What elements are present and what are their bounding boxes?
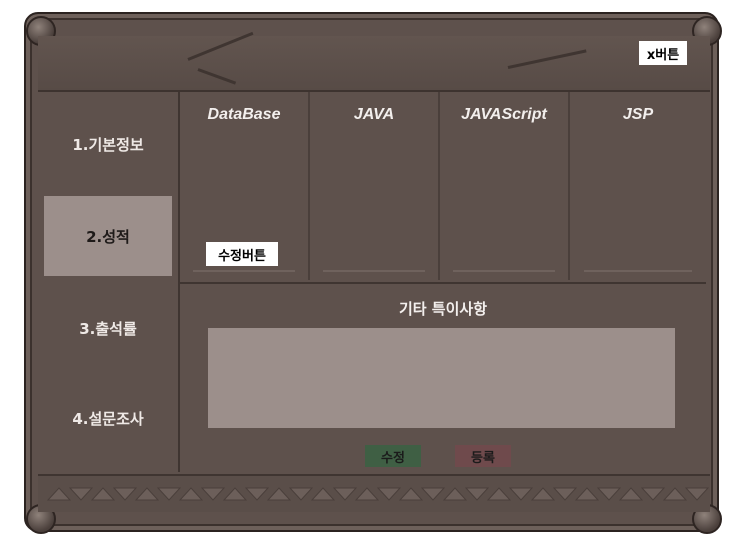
sidebar-item-basic-info[interactable]: 1.기본정보: [72, 135, 144, 154]
triangle-ornament: [442, 487, 468, 501]
sidebar-item-survey[interactable]: 4.설문조사: [72, 409, 144, 428]
register-button[interactable]: 등록: [455, 445, 511, 467]
triangle-ornament: [596, 487, 622, 501]
triangle-ornament: [552, 487, 578, 501]
triangle-ornament: [354, 487, 380, 501]
triangle-ornament: [376, 487, 402, 501]
triangle-ornament: [420, 487, 446, 501]
decorative-crack: [187, 31, 254, 61]
subject-title: JSP: [622, 106, 654, 123]
triangle-ornament: [112, 487, 138, 501]
triangle-ornament: [662, 487, 688, 501]
notes-textarea[interactable]: [208, 328, 675, 428]
triangle-ornament: [508, 487, 534, 501]
triangle-ornament: [90, 487, 116, 501]
triangle-ornament: [134, 487, 160, 501]
subject-column: JAVAScript: [440, 92, 570, 280]
triangle-ornament: [200, 487, 226, 501]
triangle-ornament: [244, 487, 270, 501]
triangle-ornament: [46, 487, 72, 501]
triangle-ornament: [486, 487, 512, 501]
divider: [452, 270, 556, 272]
divider: [192, 270, 296, 272]
subject-title: JAVAScript: [461, 106, 547, 123]
sidebar: 1.기본정보 2.성적 3.출석률 4.설문조사: [38, 92, 180, 472]
triangle-ornament: [222, 487, 248, 501]
triangle-ornament: [684, 487, 710, 501]
subject-column: DataBase: [180, 92, 310, 280]
subject-column: JSP: [570, 92, 706, 280]
triangle-ornament: [68, 487, 94, 501]
title-bar: [38, 31, 710, 92]
triangle-ornament: [156, 487, 182, 501]
notes-title: 기타 특이사항: [398, 300, 488, 318]
triangle-ornament: [464, 487, 490, 501]
triangle-ornament: [332, 487, 358, 501]
divider: [322, 270, 426, 272]
bottom-decoration-bar: [38, 474, 710, 512]
triangle-pattern-icon: [46, 487, 710, 501]
close-button[interactable]: x버튼: [639, 41, 687, 65]
modify-button[interactable]: 수정: [365, 445, 421, 467]
triangle-ornament: [398, 487, 424, 501]
triangle-ornament: [574, 487, 600, 501]
triangle-ornament: [178, 487, 204, 501]
triangle-ornament: [310, 487, 336, 501]
divider: [583, 270, 693, 272]
subject-grid: DataBase JAVA JAVAScript JSP: [180, 92, 706, 284]
triangle-ornament: [530, 487, 556, 501]
decorative-crack: [197, 68, 237, 85]
subject-title: JAVA: [353, 106, 395, 123]
triangle-ornament: [288, 487, 314, 501]
triangle-ornament: [618, 487, 644, 501]
sidebar-item-grades[interactable]: 2.성적: [44, 196, 172, 276]
subject-column: JAVA: [310, 92, 440, 280]
subject-title: DataBase: [207, 106, 281, 123]
sidebar-item-attendance[interactable]: 3.출석률: [79, 319, 137, 338]
edit-grades-button[interactable]: 수정버튼: [206, 242, 278, 266]
triangle-ornament: [266, 487, 292, 501]
triangle-ornament: [640, 487, 666, 501]
decorative-crack: [507, 49, 587, 69]
